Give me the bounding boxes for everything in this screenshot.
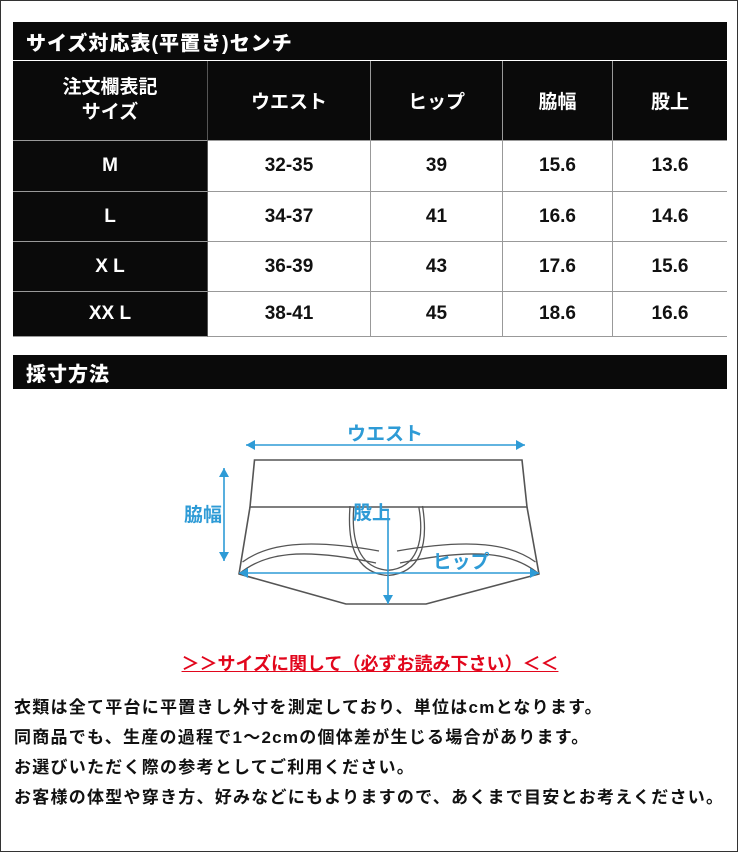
svg-text:ヒップ: ヒップ [432, 551, 489, 573]
svg-text:ウエスト: ウエスト [347, 423, 423, 445]
svg-text:脇幅: 脇幅 [184, 504, 222, 526]
svg-text:股上: 股上 [353, 502, 391, 524]
